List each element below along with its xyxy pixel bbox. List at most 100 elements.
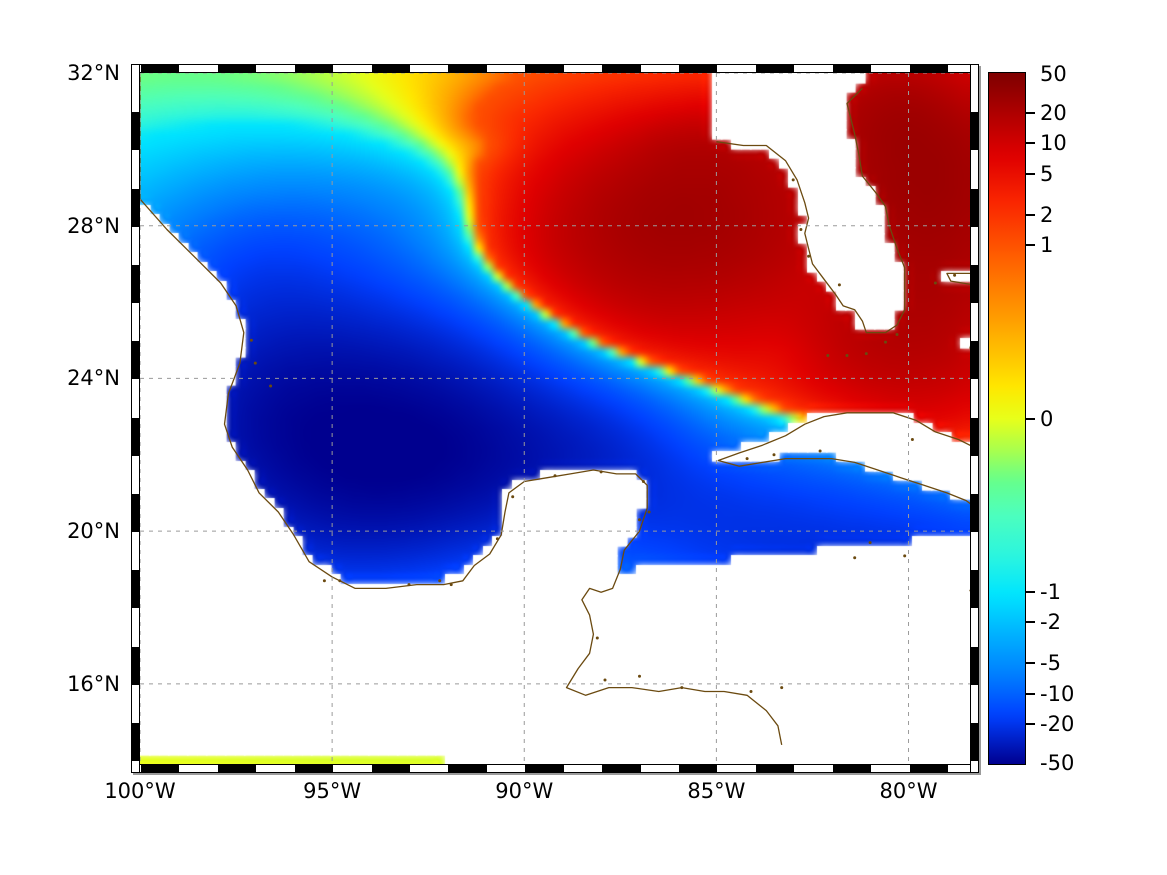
frame-block xyxy=(217,765,257,772)
colorbar-tick xyxy=(1026,244,1035,247)
frame-block xyxy=(448,765,487,772)
x-axis-label: 95°W xyxy=(303,779,362,803)
island-marker xyxy=(269,384,273,388)
x-axis-label: 100°W xyxy=(104,779,176,803)
frame-block xyxy=(132,188,139,227)
anomaly-heatmap xyxy=(140,73,970,764)
colorbar-tick-label: 10 xyxy=(1040,131,1067,156)
coastline xyxy=(716,87,906,334)
colorbar-tick xyxy=(1026,590,1035,593)
colorbar-gradient xyxy=(988,72,1026,765)
island-marker xyxy=(845,354,849,357)
frame-block xyxy=(448,65,487,72)
frame-block xyxy=(971,264,978,304)
island-marker xyxy=(638,518,641,522)
map-axes xyxy=(131,64,979,773)
colorbar-tick-label: -20 xyxy=(1040,712,1075,737)
island-marker xyxy=(495,537,499,541)
frame-block xyxy=(525,65,564,72)
colorbar-tick xyxy=(1026,417,1035,420)
island-marker xyxy=(933,281,937,285)
island-marker xyxy=(407,583,411,587)
frame-block xyxy=(755,765,795,772)
island-marker xyxy=(647,510,651,514)
island-marker xyxy=(791,178,795,182)
island-marker xyxy=(864,352,868,356)
colorbar-tick-label: 50 xyxy=(1040,62,1067,86)
frame-block xyxy=(132,646,139,685)
y-axis-label: 32°N xyxy=(67,61,120,85)
frame-block xyxy=(602,65,641,72)
frame-block xyxy=(971,646,978,685)
frame-block xyxy=(971,188,978,227)
frame-block xyxy=(132,570,139,609)
island-marker xyxy=(910,438,914,441)
frame-block xyxy=(294,765,334,772)
frame-band-right xyxy=(970,64,979,773)
colorbar-tick xyxy=(1026,723,1035,726)
frame-band-left xyxy=(131,64,140,773)
y-axis-label: 28°N xyxy=(67,213,120,238)
island-marker xyxy=(799,228,803,231)
frame-block xyxy=(909,65,948,72)
island-marker xyxy=(895,333,899,336)
colorbar-tick-label: 20 xyxy=(1040,100,1067,125)
frame-block xyxy=(971,341,978,380)
colorbar-tick xyxy=(1026,662,1035,665)
colorbar-tick-label: -2 xyxy=(1040,610,1061,635)
graticule-gridlines xyxy=(140,73,970,764)
frame-block xyxy=(971,570,978,609)
island-marker xyxy=(772,453,776,457)
frame-block xyxy=(832,765,872,772)
colorbar-tick xyxy=(1026,692,1035,695)
colorbar-tick-label: 1 xyxy=(1040,233,1054,258)
frame-block xyxy=(678,765,718,772)
y-axis-label: 20°N xyxy=(67,519,120,544)
island-marker xyxy=(807,254,811,258)
island-marker xyxy=(595,636,599,640)
frame-block xyxy=(141,765,180,772)
frame-block xyxy=(132,723,139,762)
colorbar-tick-labels: 50 20 10 5 2 1 0 -1 -2 -5 -10 -20 -50 xyxy=(988,62,1074,775)
colorbar-tick-label: 0 xyxy=(1040,406,1054,431)
island-marker xyxy=(603,678,607,682)
frame-block xyxy=(132,417,139,456)
island-marker xyxy=(884,340,887,344)
island-marker xyxy=(449,583,453,587)
frame-block xyxy=(371,65,410,72)
colorbar-tick xyxy=(1026,142,1035,145)
frame-block xyxy=(832,65,872,72)
island-marker xyxy=(953,273,957,277)
frame-block xyxy=(678,65,718,72)
frame-block xyxy=(132,112,139,151)
x-axis-label: 85°W xyxy=(687,779,746,803)
colorbar-tick-label: -5 xyxy=(1040,651,1061,676)
island-marker xyxy=(638,674,641,678)
island-marker xyxy=(903,554,907,558)
frame-block xyxy=(217,65,257,72)
island-marker xyxy=(818,449,822,453)
coastline-overlay xyxy=(140,73,970,746)
colorbar-tick-label: -1 xyxy=(1040,579,1061,604)
map-plot-area xyxy=(140,73,970,764)
frame-block xyxy=(971,493,978,533)
frame-block xyxy=(132,493,139,533)
x-axis-label: 80°W xyxy=(879,779,938,803)
coastline xyxy=(717,412,970,505)
island-marker xyxy=(680,686,684,690)
island-marker xyxy=(438,579,442,583)
island-marker xyxy=(853,556,857,560)
colorbar: 50 20 10 5 2 1 0 -1 -2 -5 -10 -20 -50 xyxy=(988,62,1158,775)
colorbar-tick xyxy=(1026,111,1035,114)
frame-band-bottom xyxy=(131,764,979,773)
island-marker xyxy=(553,474,557,478)
colorbar-tick xyxy=(1026,213,1035,216)
frame-block xyxy=(525,765,564,772)
island-marker xyxy=(253,361,257,365)
frame-block xyxy=(971,417,978,456)
frame-block xyxy=(294,65,334,72)
island-marker xyxy=(826,354,830,357)
frame-block xyxy=(755,65,795,72)
